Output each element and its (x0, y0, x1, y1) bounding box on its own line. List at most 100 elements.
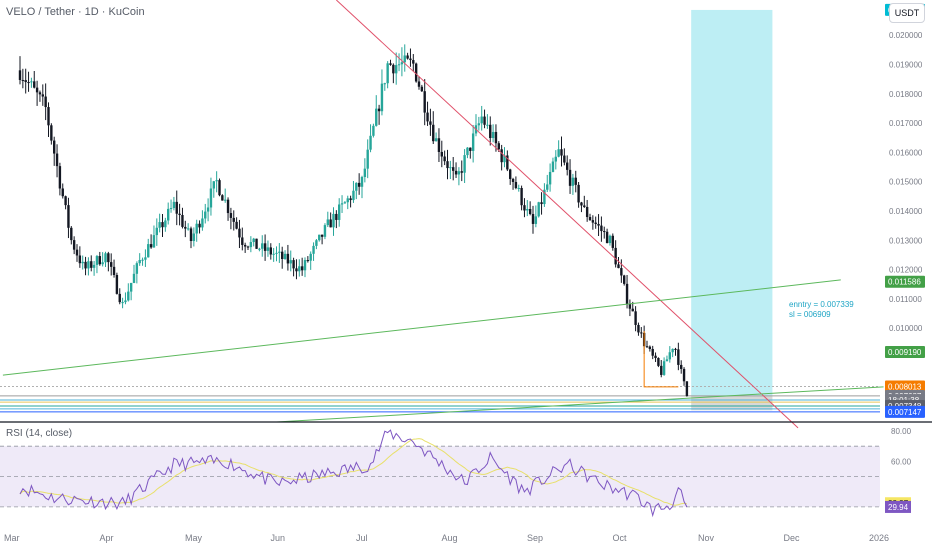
candle-body (375, 108, 378, 126)
rsi-tick-label: 60.00 (891, 457, 912, 466)
candle-body (577, 184, 580, 203)
candle-body (403, 55, 406, 63)
candle-body (92, 264, 96, 268)
candle-body (597, 223, 600, 226)
price-tick-label: 0.018000 (889, 90, 923, 99)
price-badge-label: 0.011586 (888, 278, 921, 287)
time-tick-label: Oct (613, 533, 628, 543)
candle-body (392, 64, 395, 74)
candle-body (118, 293, 121, 303)
candle-body (149, 244, 153, 248)
candle-body (554, 156, 557, 162)
candle-body (366, 149, 369, 169)
candle-body (315, 240, 318, 246)
price-badge (885, 275, 925, 288)
candle-body (634, 311, 637, 325)
candle-body (637, 324, 640, 333)
candle-body (526, 208, 529, 211)
price-tick-label: 0.011000 (889, 295, 922, 304)
candle-body (64, 196, 67, 206)
candle-body (651, 348, 654, 356)
time-tick-label: Jul (356, 533, 368, 543)
candle-body (603, 231, 606, 233)
time-tick-label: 2026 (869, 533, 889, 543)
candle-body (369, 135, 372, 150)
price-tick-label: 0.010000 (889, 324, 923, 333)
time-tick-label: Jun (271, 533, 286, 543)
trendline-ascending[interactable] (2, 279, 841, 376)
candle-body (201, 218, 204, 228)
candle-body (24, 80, 27, 83)
price-tick-label: 0.016000 (889, 148, 923, 157)
candle-body (281, 251, 284, 260)
candle-body (158, 222, 161, 228)
candle-body (41, 94, 44, 97)
candle-body (30, 81, 33, 83)
price-tick-label: 0.014000 (889, 207, 923, 216)
candle-body (147, 244, 150, 258)
candle-body (449, 167, 452, 169)
candle-body (457, 171, 461, 175)
candle-body (660, 365, 663, 375)
candle-body (471, 133, 475, 151)
candle-body (514, 181, 518, 189)
candle-body (662, 361, 666, 375)
candle-body (665, 359, 669, 362)
candle-body (129, 282, 133, 292)
candle-body (272, 253, 275, 255)
candle-body (591, 220, 595, 223)
candle-body (192, 233, 196, 242)
candle-body (557, 149, 560, 157)
rsi-title: RSI (14, close) (6, 428, 73, 439)
trendline-descending[interactable] (336, 0, 799, 429)
candle-body (132, 273, 136, 283)
candle-body (412, 60, 415, 64)
candle-body (141, 259, 144, 261)
candle-body (309, 253, 312, 261)
candle-body (454, 170, 458, 175)
candle-body (497, 143, 500, 150)
candle-body (286, 253, 290, 264)
candle-body (335, 213, 338, 220)
candle-body (674, 348, 677, 350)
candle-body (181, 214, 184, 227)
candle-body (53, 140, 56, 154)
trendline-ascending-lower[interactable] (276, 386, 884, 423)
candle-body (95, 256, 99, 265)
candle-body (397, 64, 401, 66)
time-tick-label: Aug (442, 533, 458, 543)
candle-body (446, 161, 449, 169)
candle-body (138, 259, 141, 264)
candle-body (110, 262, 113, 267)
candle-body (648, 346, 652, 349)
candle-body (81, 261, 84, 264)
candle-body (414, 63, 418, 82)
candle-body (107, 253, 110, 263)
candle-body (511, 178, 515, 182)
candle-body (27, 82, 30, 84)
candle-body (509, 169, 512, 179)
candle-body (386, 63, 389, 84)
candle-body (258, 248, 261, 250)
candle-body (506, 155, 509, 170)
candle-body (420, 86, 424, 92)
candle-body (221, 195, 224, 201)
candle-body (61, 188, 64, 197)
candle-body (261, 243, 264, 249)
candle-body (503, 155, 506, 163)
candle-body (84, 261, 87, 269)
candle-body (400, 62, 404, 65)
candle-body (452, 167, 455, 171)
candle-body (269, 247, 272, 255)
quote-currency-button[interactable]: USDT (889, 3, 925, 23)
candle-body (363, 168, 367, 178)
candle-body (489, 124, 492, 139)
candle-body (483, 116, 486, 125)
candle-body (429, 121, 432, 125)
candle-body (226, 199, 230, 214)
candle-body (175, 201, 178, 214)
candle-body (44, 96, 47, 108)
candle-body (124, 300, 127, 303)
